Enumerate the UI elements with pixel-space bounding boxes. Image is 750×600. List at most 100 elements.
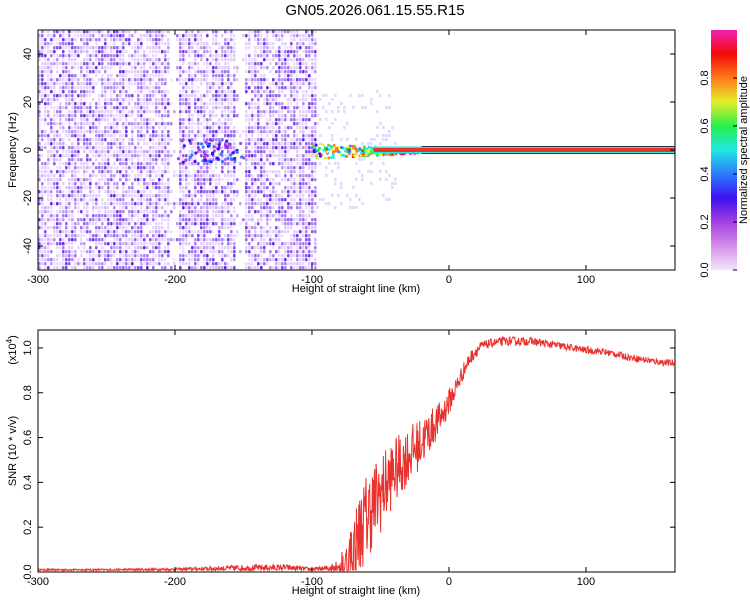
spectrogram-cell	[113, 30, 116, 34]
spectrogram-cell	[206, 134, 209, 138]
spectrogram-cell	[113, 90, 116, 94]
spectrogram-cell	[92, 110, 95, 114]
spectrogram-cell	[101, 214, 104, 218]
spectrogram-cell	[206, 218, 209, 222]
spectrogram-cell	[355, 194, 358, 197]
spectrogram-cell	[299, 66, 302, 70]
spectrogram-cell	[209, 202, 212, 206]
spectrogram-cell	[113, 54, 116, 58]
spectrogram-cell	[65, 98, 68, 102]
spectrogram-cell	[92, 126, 95, 130]
spectrogram-cell	[59, 186, 62, 190]
spectrogram-cell	[161, 258, 164, 262]
spectrogram-cell	[263, 150, 266, 154]
spectrogram-cell	[161, 238, 164, 242]
spectrogram-cell	[251, 62, 254, 66]
spectrogram-cell	[140, 154, 143, 158]
spectrogram-cell	[269, 206, 272, 210]
spectrogram-cell	[38, 66, 41, 70]
spectrogram-cell	[164, 150, 167, 154]
spectrogram-cell	[116, 154, 119, 158]
spectrogram-cell	[149, 46, 152, 50]
spectrogram-cell	[278, 118, 281, 122]
spectrogram-cell	[80, 262, 83, 266]
spectrogram-cell	[164, 82, 167, 86]
spectrogram-cell	[218, 118, 221, 122]
spectrogram-cell	[50, 70, 53, 74]
spectrogram-cell	[290, 114, 293, 118]
spectrogram-cell	[314, 42, 317, 46]
spectrogram-cell	[305, 122, 308, 126]
spectrogram-cell	[362, 148, 366, 152]
spectrogram-cell	[74, 54, 77, 58]
spectrogram-cell	[161, 218, 164, 222]
spectrogram-cell	[308, 146, 311, 150]
spectrogram-cell	[110, 66, 113, 70]
spectrogram-cell	[86, 82, 89, 86]
spectrogram-cell	[59, 146, 62, 150]
spectrogram-cell	[110, 34, 113, 38]
spectrogram-cell	[89, 174, 92, 178]
spectrogram-cell	[245, 134, 248, 138]
spectrogram-cell	[71, 250, 74, 254]
spectrogram-cell	[113, 134, 116, 138]
spectrogram-cell	[137, 70, 140, 74]
spectrogram-cell	[146, 214, 149, 218]
spectrogram-cell	[260, 34, 263, 38]
spectrogram-cell	[248, 118, 251, 122]
spectrogram-cell	[131, 114, 134, 118]
spectrogram-cell	[95, 186, 98, 190]
spectrogram-cell	[296, 242, 299, 246]
spectrogram-cell	[38, 86, 41, 90]
spectrogram-cell	[77, 210, 80, 214]
spectrogram-cell	[296, 214, 299, 218]
spectrogram-cell	[107, 58, 110, 62]
spectrogram-cell	[302, 122, 305, 126]
spectrogram-cell	[44, 54, 47, 58]
spectrogram-cell	[305, 118, 308, 122]
spectrogram-cell	[311, 94, 314, 98]
spectrogram-cell	[197, 70, 200, 74]
spectrogram-cell	[251, 178, 254, 182]
spectrogram-cell	[203, 106, 206, 110]
spectrogram-cell	[275, 34, 278, 38]
spectrogram-cell	[290, 170, 293, 174]
spectrogram-cell	[325, 150, 329, 154]
spectrogram-cell	[92, 266, 95, 270]
spectrogram-cell	[245, 230, 248, 234]
spectrogram-cell	[131, 82, 134, 86]
spectrogram-cell	[203, 153, 207, 157]
spectrogram-cell	[278, 62, 281, 66]
spectrogram-cell	[179, 74, 182, 78]
spectrogram-cell	[116, 238, 119, 242]
spectrogram-cell	[68, 166, 71, 170]
spectrogram-cell	[41, 30, 44, 34]
spectrogram-cell	[218, 150, 221, 154]
spectrogram-cell	[131, 182, 134, 186]
spectrogram-cell	[38, 50, 41, 54]
spectrogram-cell	[128, 98, 131, 102]
spectrogram-cell	[275, 142, 278, 146]
spectrogram-cell	[149, 230, 152, 234]
spectrogram-cell	[128, 102, 131, 106]
spectrogram-cell	[254, 246, 257, 250]
spectrogram-cell	[92, 50, 95, 54]
spectrogram-cell	[146, 218, 149, 222]
spectrogram-cell	[44, 178, 47, 182]
spectrogram-cells	[38, 30, 397, 270]
spectrogram-cell	[203, 266, 206, 270]
spectrogram-cell	[89, 250, 92, 254]
spectrogram-cell	[152, 194, 155, 198]
spectrogram-cell	[221, 46, 224, 50]
spectrogram-cell	[218, 90, 221, 94]
spectrogram-cell	[101, 222, 104, 226]
spectrogram-cell	[314, 170, 317, 174]
spectrogram-cell	[269, 254, 272, 258]
spectrogram-cell	[83, 114, 86, 118]
spectrogram-cell	[308, 42, 311, 46]
spectrogram-cell	[83, 30, 86, 34]
spectrogram-cell	[98, 234, 101, 238]
spectrogram-cell	[68, 138, 71, 142]
spectrogram-cell	[311, 126, 314, 130]
spectrogram-cell	[263, 202, 266, 206]
